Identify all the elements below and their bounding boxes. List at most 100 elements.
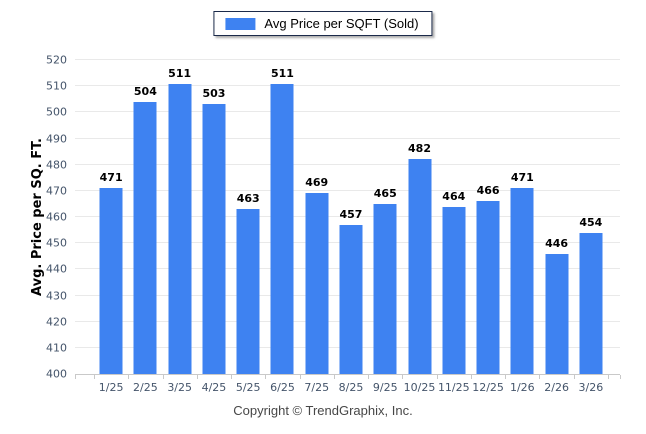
- bar-1/26: [510, 188, 534, 374]
- x-tick-label: 3/25: [167, 381, 193, 394]
- x-axis-tickmark: [299, 375, 301, 379]
- bar-2/25: [133, 101, 157, 374]
- bar-value-label: 457: [339, 207, 363, 221]
- x-tick-label: 2/25: [133, 381, 158, 394]
- bar-value-label: 471: [99, 171, 123, 185]
- x-axis-tickmark: [333, 375, 335, 379]
- x-axis-tickmark: [470, 375, 472, 379]
- y-tick-label: 420: [46, 315, 67, 329]
- x-axis-tickmark: [436, 375, 438, 379]
- x-tick-label: 1/26: [509, 381, 535, 394]
- gridline-510: [75, 85, 620, 87]
- bar-slot: 504: [128, 60, 162, 374]
- bar-slot: 466: [471, 60, 505, 374]
- x-axis-tickmark: [539, 375, 541, 379]
- legend-swatch-icon: [225, 17, 256, 30]
- bar-8/25: [339, 224, 363, 374]
- bar-6/25: [270, 83, 294, 374]
- copyright-text: Copyright © TrendGraphix, Inc.: [233, 403, 413, 418]
- bar-slot: 463: [231, 60, 265, 374]
- x-tick-label: 2/26: [544, 381, 569, 394]
- y-tick-label: 490: [46, 132, 67, 145]
- bar-slot: 482: [402, 60, 436, 374]
- bar-slot: 446: [539, 60, 573, 374]
- axis-edge-tick: [620, 375, 621, 379]
- bar-slot: 471: [505, 60, 539, 374]
- x-tick-label: 6/25: [270, 381, 295, 394]
- bar-slot: 503: [197, 60, 231, 374]
- gridline-480: [75, 163, 620, 165]
- bar-11/25: [442, 206, 466, 374]
- y-tick-label: 460: [46, 210, 67, 224]
- bar-value-label: 471: [510, 171, 534, 185]
- y-tick-label: 480: [46, 158, 67, 172]
- x-axis-tickmark: [162, 375, 164, 379]
- bar-value-label: 454: [579, 215, 603, 229]
- bar-value-label: 446: [545, 236, 569, 250]
- y-tick-label: 470: [46, 184, 67, 198]
- x-axis-tickmark: [608, 375, 609, 379]
- plot-area: 471 504 511 503 463 511 469 457 465 482 464 466 471 4…: [75, 59, 620, 375]
- bar-slot: 465: [368, 60, 402, 374]
- bar-slot: 457: [334, 60, 368, 374]
- gridline-470: [75, 189, 620, 191]
- bar-10/25: [408, 159, 432, 374]
- chart-legend: Avg Price per SQFT (Sold): [213, 11, 433, 36]
- bar-4/25: [202, 104, 226, 374]
- x-tick-label: 3/26: [578, 381, 604, 394]
- x-axis-labels: 1/25 2/25 3/25 4/25 5/25 6/25 7/25 8/25 9/25 10/2…: [94, 381, 608, 394]
- bar-value-label: 465: [373, 186, 397, 200]
- legend-label: Avg Price per SQFT (Sold): [264, 16, 419, 31]
- bar-value-label: 511: [270, 66, 294, 80]
- y-tick-label: 510: [46, 79, 67, 93]
- x-axis-tickmark: [402, 375, 404, 379]
- y-axis-ticks: 400 410 420 430 440 450 460 470 480 490 500 510 520: [0, 54, 71, 381]
- bar-slot: 471: [94, 60, 128, 374]
- x-tick-label: 7/25: [304, 381, 330, 394]
- x-axis-tickmark: [196, 375, 198, 379]
- bar-slot: 454: [574, 60, 608, 374]
- bar-7/25: [305, 193, 329, 374]
- x-tick-label: 9/25: [372, 381, 398, 394]
- y-tick-label: 500: [46, 105, 67, 119]
- bar-slot: 511: [163, 60, 197, 374]
- bar-value-label: 504: [133, 84, 157, 98]
- x-tick-label: 10/25: [403, 381, 436, 394]
- bar-1/25: [99, 188, 123, 374]
- x-axis-tickmark: [573, 375, 575, 379]
- bar-slot: 464: [437, 60, 471, 374]
- bar-2/26: [545, 253, 569, 374]
- y-tick-label: 400: [46, 367, 67, 381]
- bar-value-label: 511: [168, 66, 192, 80]
- bar-value-label: 503: [202, 87, 226, 101]
- x-tick-label: 11/25: [437, 381, 470, 394]
- bar-slot: 469: [300, 60, 334, 374]
- x-tick-label: 12/25: [472, 381, 504, 394]
- bar-12/25: [476, 201, 500, 374]
- bar-value-label: 482: [408, 142, 431, 156]
- bar-value-label: 469: [305, 176, 329, 190]
- x-tick-label: 4/25: [201, 381, 227, 394]
- bar-value-label: 464: [442, 189, 466, 203]
- bar-3/25: [168, 83, 192, 374]
- bar-9/25: [373, 203, 397, 374]
- y-tick-label: 440: [46, 262, 67, 276]
- x-axis-tickmark: [265, 375, 267, 379]
- x-axis-tickmark: [128, 375, 130, 379]
- y-tick-label: 410: [46, 341, 67, 355]
- x-tick-label: 5/25: [235, 381, 261, 394]
- bar-slot: 511: [265, 60, 299, 374]
- gridline-460: [75, 216, 620, 217]
- bar-value-label: 463: [236, 192, 260, 206]
- bar-3/26: [579, 232, 603, 374]
- x-axis-tickmark: [505, 375, 507, 379]
- x-tick-label: 1/25: [98, 381, 124, 394]
- x-tick-label: 8/25: [338, 381, 364, 394]
- y-tick-label: 430: [46, 289, 67, 302]
- x-axis-tickmark: [231, 375, 233, 379]
- y-tick-label: 450: [46, 236, 67, 250]
- x-axis-tickmark: [368, 375, 370, 379]
- gridline-520: [75, 59, 620, 60]
- gridline-500: [75, 111, 620, 113]
